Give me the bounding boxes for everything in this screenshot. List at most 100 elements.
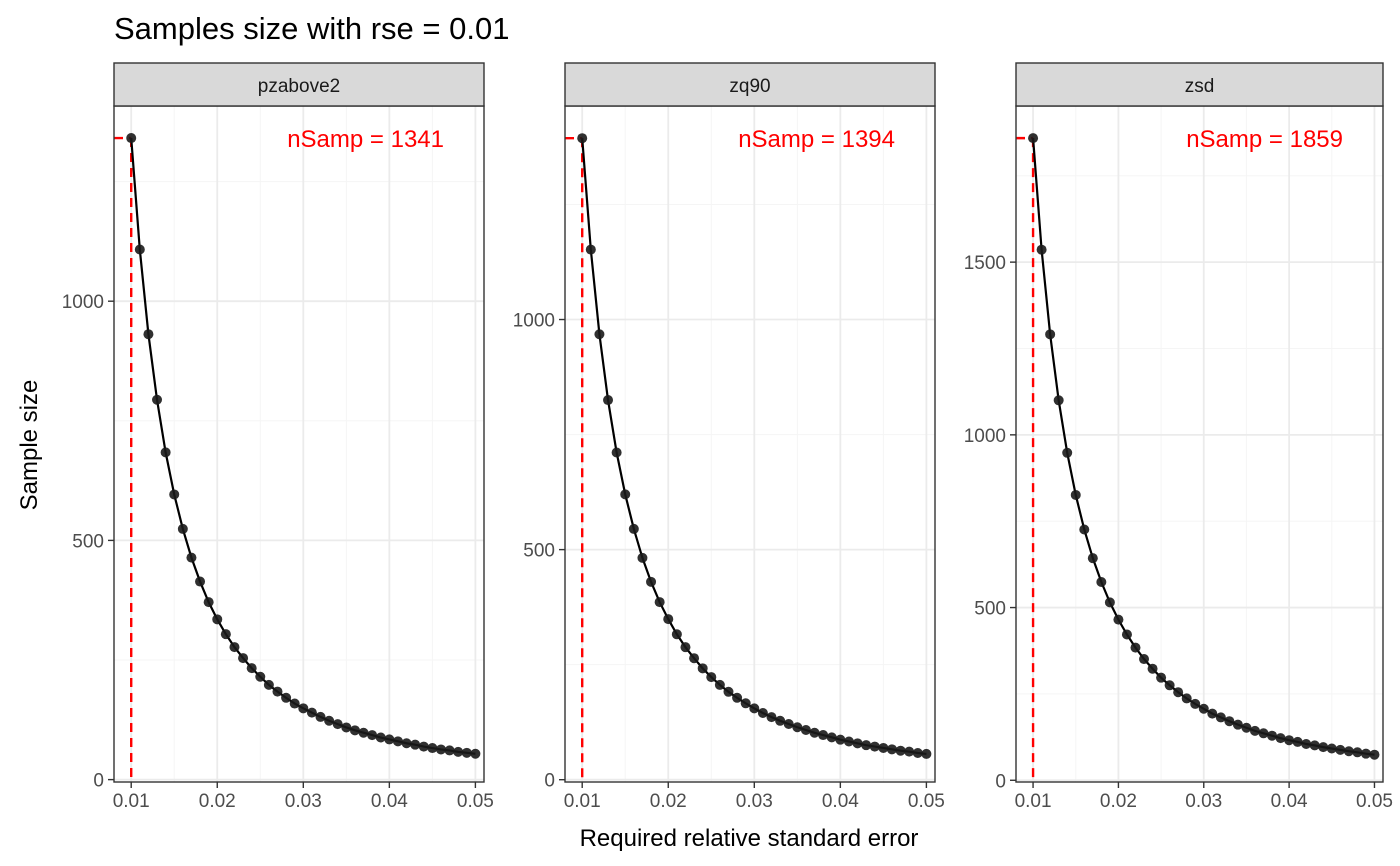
data-point bbox=[1292, 736, 1303, 747]
data-point bbox=[826, 732, 837, 743]
chart-title: Samples size with rse = 0.01 bbox=[114, 11, 509, 46]
data-point bbox=[620, 489, 631, 500]
data-point bbox=[732, 692, 743, 703]
data-point bbox=[427, 743, 438, 754]
data-point bbox=[749, 703, 760, 714]
data-point bbox=[1207, 708, 1218, 719]
x-tick-label: 0.04 bbox=[1271, 791, 1308, 812]
data-point bbox=[212, 614, 223, 625]
data-point bbox=[1139, 654, 1150, 665]
data-point bbox=[306, 707, 317, 718]
data-point bbox=[1079, 524, 1090, 535]
data-point bbox=[869, 741, 880, 752]
data-point bbox=[169, 489, 180, 500]
data-point bbox=[1284, 735, 1295, 746]
facet-strip bbox=[564, 62, 936, 107]
data-point bbox=[281, 692, 292, 703]
x-tick-label: 0.03 bbox=[736, 791, 773, 812]
data-point bbox=[723, 686, 734, 697]
data-point bbox=[585, 244, 596, 255]
data-point bbox=[714, 679, 725, 690]
data-point bbox=[1275, 733, 1286, 744]
y-tick-label: 0 bbox=[995, 771, 1006, 792]
data-point bbox=[1087, 553, 1098, 564]
data-point bbox=[410, 739, 421, 750]
nsamp-annotation: nSamp = 1394 bbox=[738, 126, 895, 153]
panel-background bbox=[114, 106, 484, 782]
data-point bbox=[1224, 716, 1235, 727]
data-point bbox=[912, 748, 923, 759]
x-tick-label: 0.03 bbox=[1185, 791, 1222, 812]
data-point bbox=[470, 748, 481, 759]
y-tick-label: 0 bbox=[544, 771, 555, 792]
data-point bbox=[160, 447, 171, 458]
data-point bbox=[861, 740, 872, 751]
data-point bbox=[444, 745, 455, 756]
data-point bbox=[895, 745, 906, 756]
y-tick-label: 1000 bbox=[513, 311, 555, 332]
data-point bbox=[1104, 597, 1115, 608]
data-point bbox=[637, 552, 648, 563]
data-point bbox=[706, 672, 717, 683]
data-point bbox=[375, 732, 386, 743]
data-point bbox=[435, 744, 446, 755]
data-point bbox=[594, 329, 605, 340]
data-point bbox=[246, 663, 257, 674]
data-point bbox=[1352, 747, 1363, 758]
facet-strip-label: pzabove2 bbox=[258, 76, 340, 97]
x-tick-label: 0.01 bbox=[113, 791, 150, 812]
data-point bbox=[809, 727, 820, 738]
data-point bbox=[349, 725, 360, 736]
data-point bbox=[1173, 687, 1184, 698]
data-point bbox=[1318, 742, 1329, 753]
data-point bbox=[255, 671, 266, 682]
data-point bbox=[680, 642, 691, 653]
data-point bbox=[177, 523, 188, 534]
panel-background bbox=[1016, 106, 1383, 782]
y-tick-label: 500 bbox=[523, 541, 555, 562]
data-point bbox=[1190, 698, 1201, 709]
data-point bbox=[671, 629, 682, 640]
data-point bbox=[843, 736, 854, 747]
facet-strip-label: zsd bbox=[1185, 76, 1215, 97]
data-point bbox=[1326, 743, 1337, 754]
y-tick-label: 1000 bbox=[62, 292, 104, 313]
data-point bbox=[134, 244, 145, 255]
data-point bbox=[852, 738, 863, 749]
panel-background bbox=[565, 106, 935, 782]
data-point bbox=[289, 698, 300, 709]
data-point bbox=[886, 744, 897, 755]
facet-panel-zq90: nSamp = 1394 zq90 0.01 0.02 0.03 0.04 0.05 0 500… bbox=[513, 62, 945, 812]
data-point bbox=[1360, 748, 1371, 759]
data-point bbox=[384, 734, 395, 745]
data-point bbox=[220, 629, 231, 640]
data-point bbox=[358, 727, 369, 738]
data-point bbox=[740, 698, 751, 709]
data-point bbox=[577, 133, 588, 144]
data-point bbox=[418, 741, 429, 752]
data-point bbox=[152, 394, 163, 405]
x-tick-label: 0.02 bbox=[199, 791, 236, 812]
x-tick-label: 0.03 bbox=[285, 791, 322, 812]
data-point bbox=[818, 730, 829, 741]
data-point bbox=[401, 738, 412, 749]
x-axis-title: Required relative standard error bbox=[580, 825, 919, 852]
data-point bbox=[1309, 740, 1320, 751]
y-tick-label: 1000 bbox=[964, 426, 1006, 447]
data-point bbox=[1156, 672, 1167, 683]
facet-strip bbox=[113, 62, 485, 107]
data-point bbox=[1369, 749, 1380, 760]
data-point bbox=[332, 719, 343, 730]
data-point bbox=[921, 748, 932, 759]
facet-panels: nSamp = 1341 pzabove2 0.01 0.02 0.03 0.04 0.05… bbox=[62, 62, 1393, 812]
data-point bbox=[238, 653, 249, 664]
data-point bbox=[1241, 722, 1252, 733]
facet-panel-pzabove2: nSamp = 1341 pzabove2 0.01 0.02 0.03 0.04 0.05… bbox=[62, 62, 494, 812]
data-point bbox=[1113, 614, 1124, 625]
data-point bbox=[1198, 703, 1209, 714]
data-point bbox=[263, 679, 274, 690]
data-point bbox=[315, 711, 326, 722]
data-point bbox=[324, 715, 335, 726]
data-point bbox=[878, 742, 889, 753]
